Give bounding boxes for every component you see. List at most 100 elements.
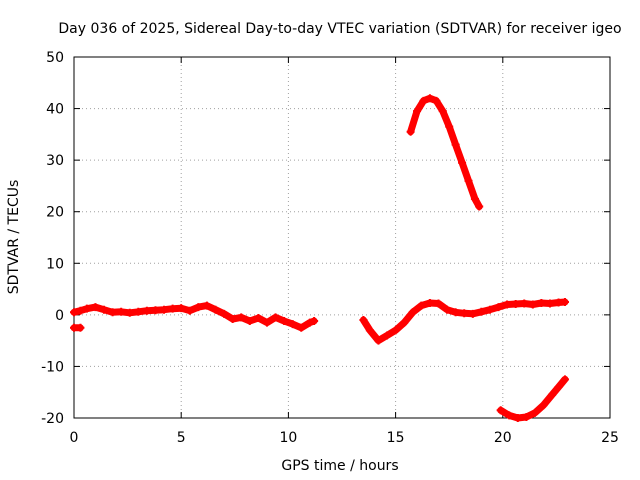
data-point xyxy=(451,308,460,317)
y-tick-label: 20 xyxy=(46,205,64,221)
x-tick-label: 0 xyxy=(70,430,79,446)
data-point xyxy=(537,298,546,307)
data-point xyxy=(91,303,100,312)
data-trace xyxy=(407,94,483,211)
data-point xyxy=(406,127,415,136)
data-point xyxy=(108,308,117,317)
data-point xyxy=(76,323,85,332)
data-point xyxy=(425,94,434,103)
data-point xyxy=(220,309,229,318)
data-point xyxy=(359,316,368,325)
data-point xyxy=(438,107,447,116)
data-point xyxy=(443,305,452,314)
data-point xyxy=(202,301,211,310)
x-tick-label: 10 xyxy=(279,430,297,446)
data-point xyxy=(297,323,306,332)
data-points xyxy=(70,94,569,422)
data-point xyxy=(522,412,531,421)
data-point xyxy=(520,299,529,308)
data-point xyxy=(496,406,505,415)
data-point xyxy=(391,326,400,335)
data-point xyxy=(70,308,78,317)
data-point xyxy=(100,305,109,314)
data-point xyxy=(76,306,85,315)
plot-frame xyxy=(73,56,611,419)
data-point xyxy=(194,303,203,312)
data-point xyxy=(434,299,443,308)
y-tick-label: 0 xyxy=(55,308,64,324)
data-point xyxy=(511,300,520,309)
data-point xyxy=(211,305,220,314)
data-point xyxy=(408,308,417,317)
data-point xyxy=(142,306,151,315)
data-point xyxy=(185,306,194,315)
x-tick-label: 25 xyxy=(601,430,619,446)
data-point xyxy=(464,176,473,185)
data-point xyxy=(545,299,554,308)
y-tick-label: 40 xyxy=(46,102,64,118)
data-point xyxy=(539,401,548,410)
data-point xyxy=(82,304,91,313)
data-point xyxy=(168,304,177,313)
data-point xyxy=(458,158,467,167)
x-tick-label: 5 xyxy=(177,430,186,446)
y-tick-label: 30 xyxy=(46,153,64,169)
data-point xyxy=(477,307,486,316)
data-point xyxy=(445,122,454,131)
data-trace xyxy=(359,298,569,345)
data-point xyxy=(237,313,246,322)
data-point xyxy=(400,318,409,327)
data-point xyxy=(460,309,469,318)
data-point xyxy=(134,307,143,316)
data-point xyxy=(228,314,237,323)
gridlines xyxy=(74,57,610,418)
x-tick-label: 20 xyxy=(494,430,512,446)
data-point xyxy=(310,317,319,326)
data-point xyxy=(548,390,557,399)
data-point xyxy=(151,306,160,315)
data-point xyxy=(374,336,383,345)
data-point xyxy=(419,96,428,105)
data-point xyxy=(425,298,434,307)
y-tick-label: 10 xyxy=(46,256,64,272)
data-point xyxy=(451,140,460,149)
x-axis-label: GPS time / hours xyxy=(281,458,398,474)
x-tick-label: 15 xyxy=(387,430,405,446)
data-point xyxy=(280,317,289,326)
data-point xyxy=(432,96,441,105)
data-point xyxy=(485,305,494,314)
data-point xyxy=(245,317,254,326)
data-point xyxy=(530,408,539,417)
data-point xyxy=(383,331,392,340)
y-tick-label: 50 xyxy=(46,50,64,66)
data-point xyxy=(117,307,126,316)
data-point xyxy=(160,305,169,314)
data-point xyxy=(503,300,512,309)
data-point xyxy=(494,303,503,312)
y-axis-label: SDTVAR / TECUs xyxy=(6,180,22,295)
data-point xyxy=(365,326,374,335)
data-point xyxy=(254,313,263,322)
data-point xyxy=(305,318,314,327)
data-point xyxy=(505,411,514,420)
data-point xyxy=(288,320,297,329)
data-point xyxy=(417,301,426,310)
data-point xyxy=(475,202,484,211)
axis-ticks: 0 5 10 15 20 25 -20 -10 0 10 20 30 40 50 xyxy=(41,50,619,446)
data-point xyxy=(560,375,569,384)
data-point xyxy=(528,300,537,309)
data-point xyxy=(560,297,569,306)
data-point xyxy=(468,309,477,318)
chart-title: Day 036 of 2025, Sidereal Day-to-day VTE… xyxy=(58,21,621,37)
y-tick-label: -10 xyxy=(41,359,64,375)
data-point xyxy=(177,304,186,313)
data-point xyxy=(554,383,563,392)
data-point xyxy=(262,318,271,327)
data-point xyxy=(271,313,280,322)
y-tick-label: -20 xyxy=(41,411,64,427)
data-point xyxy=(470,194,479,203)
data-point xyxy=(513,414,522,422)
data-point xyxy=(413,107,422,116)
data-point xyxy=(125,308,134,317)
